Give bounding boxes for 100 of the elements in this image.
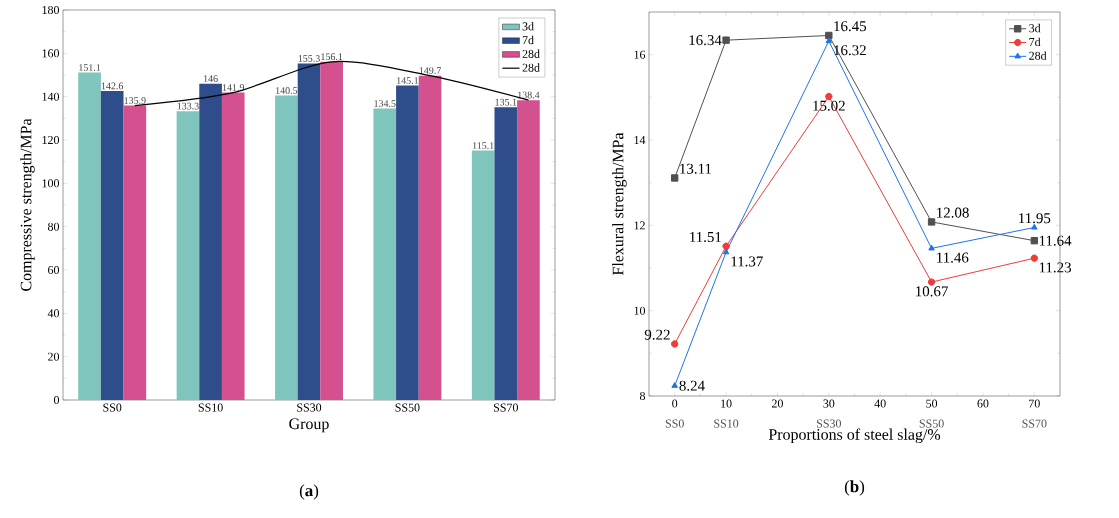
data-label: 134.5 [374,100,396,107]
y-tick-label: 160 [42,49,60,58]
text: SS70 [1022,419,1047,428]
y-tick-label: 16 [634,50,646,59]
y-tick-label: 40 [47,309,60,318]
text: (a) [299,484,319,500]
y-tick-label: 10 [634,306,646,315]
bar [176,111,200,400]
data-label: 149.7 [419,67,441,74]
point [825,31,833,40]
data-label: 11.23 [1039,262,1072,273]
point [722,36,730,44]
data-label: 16.34 [689,35,722,46]
x-tick-label: SS0 [103,403,122,412]
x-tick-label: SS10 [198,403,223,412]
data-label: 146 [204,75,218,82]
x-tick-label: 50 [926,399,938,408]
y-tick-label: 120 [42,135,60,145]
x-axis-title: Group [289,418,329,433]
data-label: 9.22 [644,329,670,340]
data-label: 12.08 [937,207,969,218]
point [1030,254,1039,262]
data-label: 141.9 [222,84,245,91]
data-label: 138.4 [518,91,540,99]
point [927,218,936,226]
y-tick-label: 8 [639,391,646,401]
data-label: 13.11 [680,163,712,174]
data-label: 16.32 [834,45,866,56]
x-tick-label: 20 [772,399,783,408]
bar [517,100,540,400]
data-label: 140.5 [276,87,298,94]
point [671,382,678,388]
bar [78,72,101,400]
y-tick-label: 12 [634,221,645,230]
bar [199,83,222,400]
data-label: 11.46 [937,252,969,263]
x-tick-label: SS70 [493,403,518,412]
point [671,340,679,348]
bar [373,108,397,400]
bar [396,85,419,400]
x-tick-label: 70 [1029,399,1040,408]
bar [100,91,124,400]
legend-label: 3d [522,21,534,31]
data-label: 11.64 [1039,235,1072,246]
text: (b) [844,480,865,496]
y-tick-label: 14 [634,136,646,144]
point [928,244,935,251]
data-label: 115.1 [473,142,494,149]
data-label: 155.3 [298,55,320,62]
bar [418,75,442,400]
data-label: 11.95 [1019,213,1051,224]
x-tick-label: 40 [874,399,886,408]
data-label: 8.24 [679,380,705,391]
legend-label: 28d [522,49,540,58]
data-label: 11.51 [690,231,721,243]
y-tick-label: 80 [47,222,60,231]
data-label: 11.37 [731,256,763,267]
y-axis-title: Flexural strength/MPa [612,132,627,276]
x-tick-label: 10 [721,399,732,408]
y-axis-title: Compressive strength/MPa [20,118,35,291]
x-tick-label: 0 [672,399,678,408]
data-label: 133.3 [177,102,199,110]
bar [297,63,321,400]
y-tick-label: 60 [48,265,60,275]
point [671,174,679,182]
text: SS0 [665,419,684,428]
bar [275,95,298,400]
legend-label: 7d [1029,37,1041,47]
data-label: 142.6 [101,82,124,90]
y-tick-label: 100 [42,179,60,188]
legend-label: 28d [1029,51,1047,60]
x-tick-label: 30 [823,399,835,408]
y-tick-label: 180 [42,5,60,15]
legend-label: 7d [522,35,534,45]
x-tick-label: SS50 [395,403,420,412]
x-tick-label: SS30 [297,403,322,412]
legend-label: 28d [522,63,540,72]
text: SS50 [919,419,944,428]
y-tick-label: 20 [48,352,60,361]
data-label: 156.1 [321,53,343,61]
data-label: 151.1 [79,64,101,71]
text: SS30 [816,419,841,428]
bar [320,61,343,400]
x-tick-label: 60 [977,399,989,408]
data-label: 10.67 [916,286,948,297]
data-label: 135.1 [495,98,517,106]
data-label: 16.45 [834,21,867,32]
bar [221,92,245,400]
point [825,37,833,44]
bar [471,150,495,400]
point [927,278,936,286]
y-tick-label: 140 [42,92,60,101]
bar [494,107,518,400]
data-label: 135.9 [124,97,146,104]
point [722,248,730,255]
data-label: 145.1 [397,77,419,84]
point [722,242,730,250]
text: SS10 [714,419,739,428]
point [1030,237,1039,245]
x-axis-title: Proportions of steel slag/% [768,428,941,444]
